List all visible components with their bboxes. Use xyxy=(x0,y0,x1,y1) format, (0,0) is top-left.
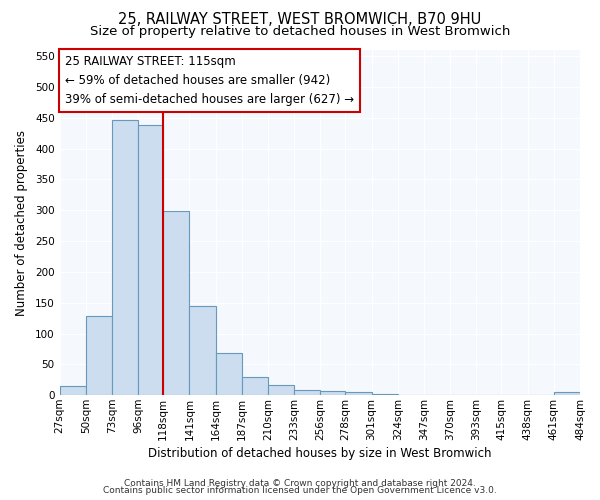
Bar xyxy=(215,353,242,395)
Bar xyxy=(371,394,398,395)
Bar xyxy=(86,316,112,395)
Bar xyxy=(554,392,580,395)
Bar xyxy=(59,386,86,395)
Text: Contains HM Land Registry data © Crown copyright and database right 2024.: Contains HM Land Registry data © Crown c… xyxy=(124,478,476,488)
Bar xyxy=(112,120,138,395)
Bar xyxy=(346,392,371,395)
Bar xyxy=(424,394,450,395)
Bar xyxy=(163,212,190,395)
Text: 25 RAILWAY STREET: 115sqm
← 59% of detached houses are smaller (942)
39% of semi: 25 RAILWAY STREET: 115sqm ← 59% of detac… xyxy=(65,55,354,106)
Bar xyxy=(320,392,346,395)
X-axis label: Distribution of detached houses by size in West Bromwich: Distribution of detached houses by size … xyxy=(148,447,491,460)
Y-axis label: Number of detached properties: Number of detached properties xyxy=(15,130,28,316)
Text: Size of property relative to detached houses in West Bromwich: Size of property relative to detached ho… xyxy=(90,25,510,38)
Text: Contains public sector information licensed under the Open Government Licence v3: Contains public sector information licen… xyxy=(103,486,497,495)
Bar xyxy=(268,386,294,395)
Bar xyxy=(138,125,163,395)
Bar xyxy=(190,306,215,395)
Bar xyxy=(242,378,268,395)
Bar xyxy=(294,390,320,395)
Text: 25, RAILWAY STREET, WEST BROMWICH, B70 9HU: 25, RAILWAY STREET, WEST BROMWICH, B70 9… xyxy=(118,12,482,28)
